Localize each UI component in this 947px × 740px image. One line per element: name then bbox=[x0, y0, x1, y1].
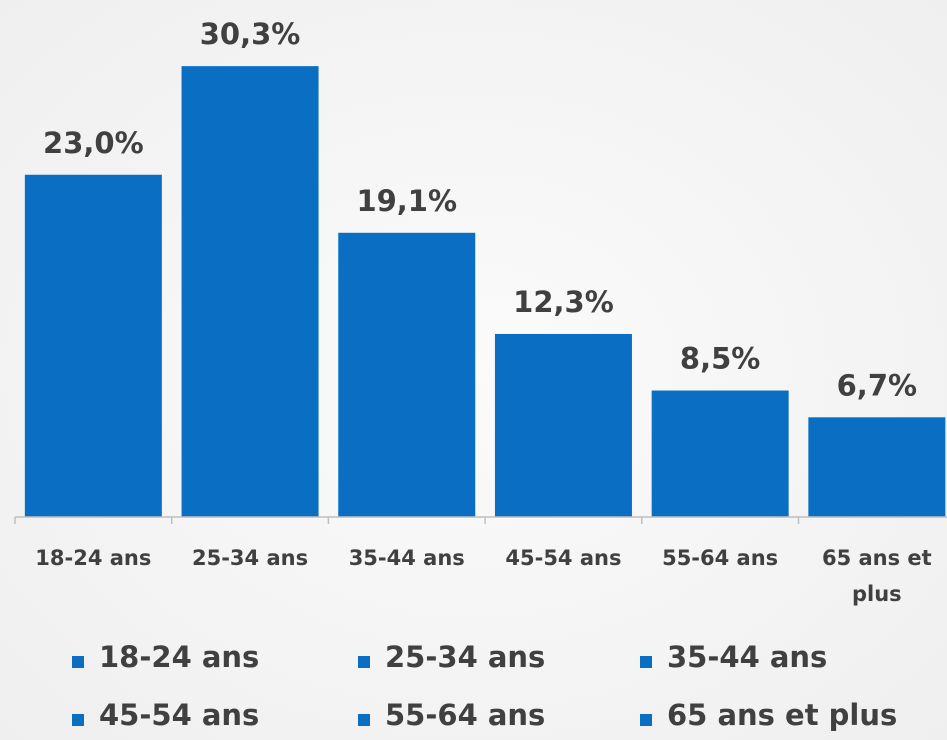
legend-label: 35-44 ans bbox=[667, 640, 828, 674]
bar bbox=[808, 417, 946, 517]
x-tick-label: 18-24 ans bbox=[35, 546, 152, 570]
legend-swatch bbox=[72, 714, 84, 726]
legend-swatch bbox=[72, 656, 84, 668]
value-label: 19,1% bbox=[356, 184, 457, 218]
legend-swatch bbox=[358, 656, 370, 668]
legend-swatch bbox=[640, 656, 652, 668]
x-tick-label: 45-54 ans bbox=[505, 546, 622, 570]
value-label: 8,5% bbox=[680, 342, 760, 376]
value-label: 12,3% bbox=[513, 285, 614, 319]
bar bbox=[24, 174, 162, 517]
legend-label: 55-64 ans bbox=[385, 698, 546, 732]
value-label: 23,0% bbox=[43, 126, 144, 160]
value-label: 6,7% bbox=[837, 368, 917, 402]
legend-swatch bbox=[358, 714, 370, 726]
bar bbox=[494, 333, 632, 517]
bar bbox=[181, 66, 319, 518]
x-tick-label: 65 ans et plus bbox=[821, 546, 932, 606]
bar bbox=[338, 232, 476, 518]
legend-label: 65 ans et plus bbox=[667, 698, 898, 732]
value-label: 30,3% bbox=[200, 17, 301, 51]
x-tick-label: 25-34 ans bbox=[191, 546, 309, 570]
legend-label: 18-24 ans bbox=[99, 640, 260, 674]
legend-label: 45-54 ans bbox=[99, 698, 260, 732]
x-tick-label: 35-44 ans bbox=[348, 546, 465, 570]
bar bbox=[651, 390, 789, 517]
x-tick-label: 55-64 ans bbox=[662, 546, 779, 570]
legend-label: 25-34 ans bbox=[385, 640, 546, 674]
legend-swatch bbox=[640, 714, 652, 726]
